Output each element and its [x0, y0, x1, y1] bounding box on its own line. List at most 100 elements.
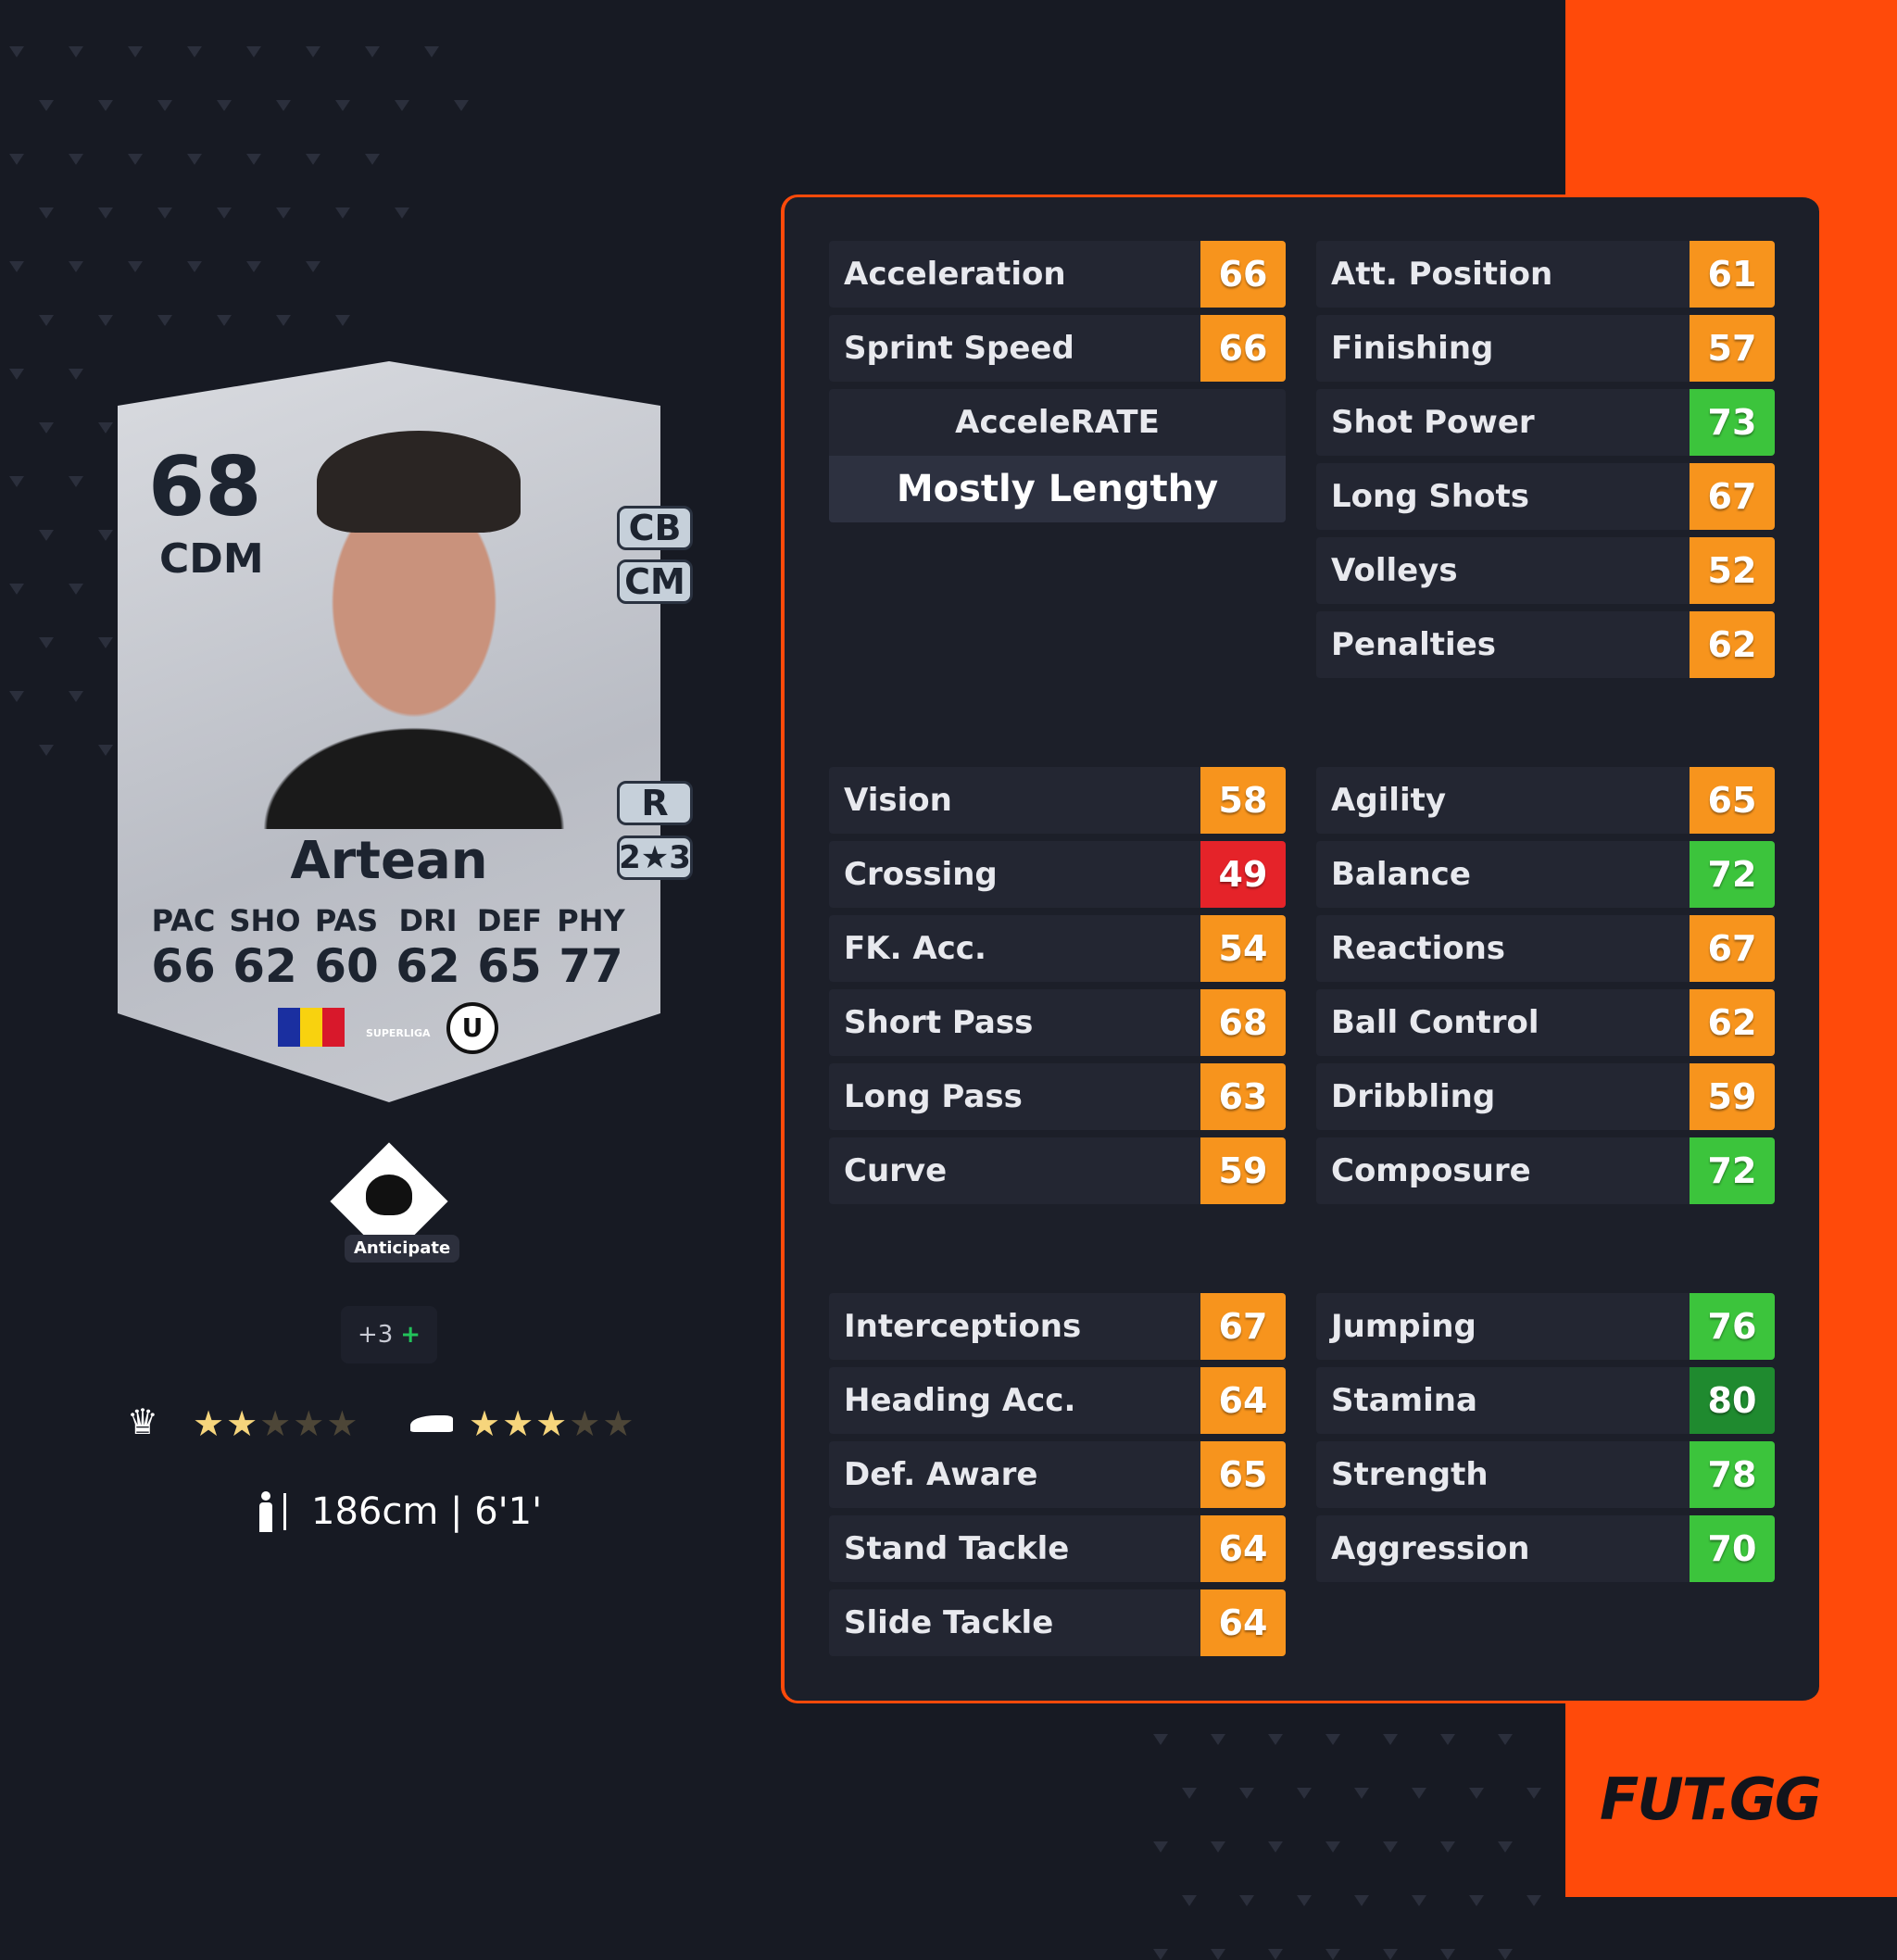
decor-triangle	[98, 422, 113, 433]
accelerate-value: Mostly Lengthy	[829, 456, 1286, 522]
stat-row: Balance 72	[1316, 841, 1775, 908]
stat-label: Short Pass	[844, 1004, 1034, 1041]
card-stat-label: PHY	[557, 903, 625, 938]
stat-label: Balance	[1331, 856, 1471, 893]
league-logo: SUPERLIGA	[366, 1027, 431, 1039]
star-icon: ★	[569, 1403, 603, 1444]
decor-triangle	[454, 100, 469, 111]
decor-triangle	[1354, 1788, 1369, 1799]
card-rating: 68	[148, 439, 262, 534]
stat-value: 67	[1690, 915, 1775, 982]
stat-row: Composure 72	[1316, 1137, 1775, 1204]
stat-row: Crossing 49	[829, 841, 1286, 908]
nation-flag	[278, 1008, 345, 1047]
player-card[interactable]	[118, 361, 660, 1102]
stat-value: 52	[1690, 537, 1775, 604]
weak-foot-stars: ★★★★★	[469, 1406, 635, 1441]
club-logo: U	[446, 1002, 498, 1054]
stat-row: Aggression 70	[1316, 1515, 1775, 1582]
alt-position-badge: CM	[617, 559, 693, 604]
stat-row: Slide Tackle 64	[829, 1589, 1286, 1656]
boot-icon	[410, 1415, 453, 1432]
jester-hat-icon: ♛	[127, 1401, 159, 1442]
stat-value: 57	[1690, 315, 1775, 382]
accelerate-title: AcceleRATE	[829, 389, 1286, 456]
decor-triangle	[424, 46, 439, 57]
stat-row: Finishing 57	[1316, 315, 1775, 382]
stat-value: 63	[1200, 1063, 1286, 1130]
stat-value: 67	[1690, 463, 1775, 530]
decor-triangle	[1383, 1734, 1398, 1745]
stat-label: Interceptions	[844, 1308, 1082, 1345]
decor-triangle	[395, 100, 409, 111]
stat-label: Aggression	[1331, 1530, 1530, 1567]
decor-triangle	[128, 261, 143, 272]
stat-value: 70	[1690, 1515, 1775, 1582]
decor-triangle	[1153, 1734, 1168, 1745]
decor-triangle	[1440, 1841, 1455, 1853]
card-stat-def: DEF 65	[472, 906, 546, 989]
stat-label: Ball Control	[1331, 1004, 1539, 1041]
stat-row: Ball Control 62	[1316, 989, 1775, 1056]
decor-triangle	[335, 207, 350, 219]
card-stat-value: 66	[151, 939, 216, 993]
accelerate-box: AcceleRATE Mostly Lengthy	[829, 389, 1286, 522]
stat-value: 72	[1690, 1137, 1775, 1204]
star-icon: ★	[469, 1403, 503, 1444]
decor-triangle	[98, 100, 113, 111]
card-stat-dri: DRI 62	[391, 906, 465, 989]
decor-triangle	[69, 476, 83, 487]
decor-triangle	[98, 315, 113, 326]
height-text: 186cm | 6'1'	[311, 1490, 543, 1533]
more-playstyles-button[interactable]: +3 +	[341, 1306, 437, 1363]
card-stat-value: 62	[396, 939, 460, 993]
card-stat-phy: PHY 77	[554, 906, 628, 989]
stat-label: Shot Power	[1331, 404, 1535, 441]
decor-triangle	[1440, 1734, 1455, 1745]
stat-label: Long Pass	[844, 1078, 1023, 1115]
foot-badge: R	[617, 781, 693, 825]
stat-label: Att. Position	[1331, 256, 1553, 293]
skill-weak-badge: 2★3	[617, 836, 693, 880]
decor-triangle	[1297, 1788, 1312, 1799]
stat-value: 73	[1690, 389, 1775, 456]
decor-triangle	[39, 745, 54, 756]
decor-triangle	[187, 46, 202, 57]
decor-triangle	[1412, 1788, 1426, 1799]
stat-row: Reactions 67	[1316, 915, 1775, 982]
decor-triangle	[217, 100, 232, 111]
card-stat-label: PAC	[151, 903, 216, 938]
decor-triangle	[157, 315, 172, 326]
decor-triangle	[1498, 1949, 1513, 1960]
decor-triangle	[306, 46, 320, 57]
player-photo-hair	[317, 431, 521, 533]
card-stat-value: 60	[314, 939, 379, 993]
card-stat-label: PAS	[314, 903, 379, 938]
decor-triangle	[276, 315, 291, 326]
decor-triangle	[9, 476, 24, 487]
stat-label: Strength	[1331, 1456, 1489, 1493]
decor-triangle	[98, 207, 113, 219]
star-icon: ★	[193, 1403, 227, 1444]
more-playstyles-count: +3	[357, 1321, 394, 1349]
height-info: 186cm | 6'1'	[258, 1491, 542, 1532]
plus-icon: +	[400, 1321, 421, 1349]
card-stat-label: DEF	[476, 903, 543, 938]
stat-label: Dribbling	[1331, 1078, 1496, 1115]
stat-row: Heading Acc. 64	[829, 1367, 1286, 1434]
decor-triangle	[98, 530, 113, 541]
stat-value: 67	[1200, 1293, 1286, 1360]
decor-triangle	[306, 261, 320, 272]
decor-triangle	[69, 584, 83, 595]
stat-label: Stand Tackle	[844, 1530, 1070, 1567]
stat-row: Shot Power 73	[1316, 389, 1775, 456]
stat-value: 76	[1690, 1293, 1775, 1360]
stat-value: 59	[1690, 1063, 1775, 1130]
stat-label: Def. Aware	[844, 1456, 1038, 1493]
decor-triangle	[9, 584, 24, 595]
stat-label: Reactions	[1331, 930, 1506, 967]
stat-label: Agility	[1331, 782, 1447, 819]
decor-triangle	[1153, 1841, 1168, 1853]
decor-triangle	[1268, 1841, 1283, 1853]
stat-label: Curve	[844, 1152, 948, 1189]
